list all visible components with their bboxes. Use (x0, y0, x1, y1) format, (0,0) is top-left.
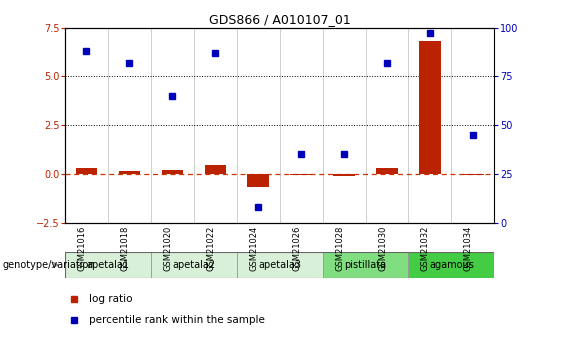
Text: GSM21026: GSM21026 (292, 226, 301, 272)
Bar (323, 252, 408, 278)
Text: apetala3: apetala3 (258, 260, 301, 270)
Bar (408, 252, 494, 278)
Text: percentile rank within the sample: percentile rank within the sample (89, 315, 264, 325)
Text: pistillata: pistillata (345, 260, 386, 270)
Title: GDS866 / A010107_01: GDS866 / A010107_01 (209, 13, 350, 27)
Bar (76, 168, 97, 174)
Bar (162, 170, 183, 174)
Text: agamous: agamous (429, 260, 474, 270)
Bar (333, 174, 355, 176)
Text: GSM21022: GSM21022 (206, 226, 215, 271)
Text: apetala2: apetala2 (172, 260, 215, 270)
Bar (419, 41, 441, 174)
Bar (237, 252, 323, 278)
Bar (65, 252, 151, 278)
Text: GSM21028: GSM21028 (335, 226, 344, 272)
Text: genotype/variation: genotype/variation (3, 260, 95, 270)
Text: GSM21020: GSM21020 (163, 226, 172, 271)
Text: GSM21030: GSM21030 (378, 226, 387, 272)
Text: GSM21024: GSM21024 (249, 226, 258, 271)
Bar (462, 174, 484, 175)
Bar (290, 174, 312, 175)
Text: GSM21018: GSM21018 (120, 226, 129, 272)
Bar (247, 174, 269, 187)
Bar (205, 165, 226, 174)
Text: apetala1: apetala1 (86, 260, 129, 270)
Text: log ratio: log ratio (89, 294, 132, 304)
Text: GSM21034: GSM21034 (464, 226, 473, 272)
Text: GSM21016: GSM21016 (77, 226, 86, 272)
Text: GSM21032: GSM21032 (421, 226, 430, 272)
Bar (151, 252, 237, 278)
Bar (376, 168, 398, 174)
Bar (119, 171, 140, 174)
